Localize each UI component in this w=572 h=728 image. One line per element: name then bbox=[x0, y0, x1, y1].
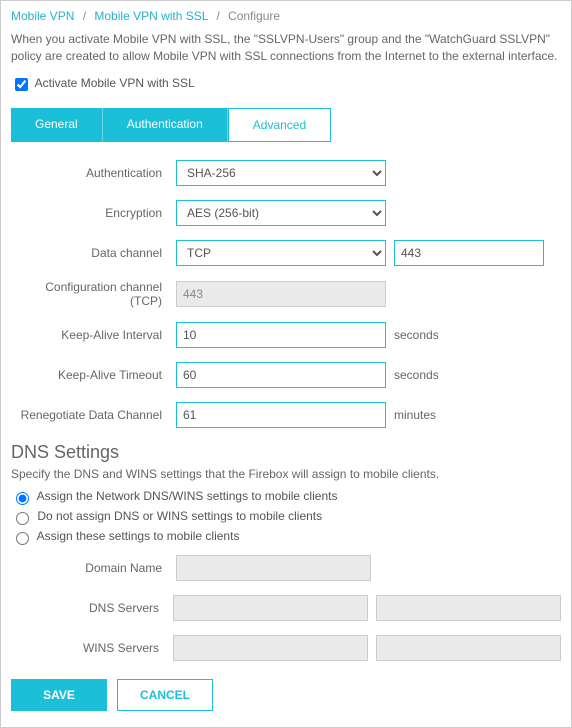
label-domain-name: Domain Name bbox=[11, 561, 176, 575]
activate-checkbox[interactable] bbox=[15, 78, 28, 91]
label-keep-alive-interval: Keep-Alive Interval bbox=[11, 328, 176, 342]
input-renegotiate[interactable] bbox=[176, 402, 386, 428]
suffix-minutes: minutes bbox=[394, 408, 436, 422]
label-data-channel: Data channel bbox=[11, 246, 176, 260]
dns-radio-1-label[interactable]: Assign the Network DNS/WINS settings to … bbox=[11, 489, 337, 503]
dns-section-sub: Specify the DNS and WINS settings that t… bbox=[11, 467, 561, 481]
label-renegotiate: Renegotiate Data Channel bbox=[11, 408, 176, 422]
tab-authentication[interactable]: Authentication bbox=[103, 108, 228, 142]
dns-radio-1[interactable] bbox=[16, 492, 29, 505]
cancel-button[interactable]: CANCEL bbox=[117, 679, 213, 711]
input-domain-name bbox=[176, 555, 371, 581]
input-wins-server-2 bbox=[376, 635, 561, 661]
breadcrumb-current: Configure bbox=[228, 9, 280, 23]
activate-label-text: Activate Mobile VPN with SSL bbox=[35, 76, 195, 90]
label-config-channel: Configuration channel (TCP) bbox=[11, 280, 176, 308]
save-button[interactable]: SAVE bbox=[11, 679, 107, 711]
label-dns-servers: DNS Servers bbox=[11, 601, 173, 615]
label-encryption: Encryption bbox=[11, 206, 176, 220]
input-config-channel-port bbox=[176, 281, 386, 307]
input-keep-alive-interval[interactable] bbox=[176, 322, 386, 348]
label-authentication: Authentication bbox=[11, 166, 176, 180]
select-authentication[interactable]: SHA-256 bbox=[176, 160, 386, 186]
breadcrumb-link-1[interactable]: Mobile VPN bbox=[11, 9, 74, 23]
dns-radio-2[interactable] bbox=[16, 512, 29, 525]
activate-checkbox-label[interactable]: Activate Mobile VPN with SSL bbox=[11, 76, 195, 90]
dns-radio-3[interactable] bbox=[16, 532, 29, 545]
breadcrumb: Mobile VPN / Mobile VPN with SSL / Confi… bbox=[11, 9, 561, 23]
tab-advanced[interactable]: Advanced bbox=[228, 108, 331, 142]
tab-general[interactable]: General bbox=[11, 108, 103, 142]
select-data-channel-proto[interactable]: TCP bbox=[176, 240, 386, 266]
select-encryption[interactable]: AES (256-bit) bbox=[176, 200, 386, 226]
input-data-channel-port[interactable] bbox=[394, 240, 544, 266]
suffix-seconds: seconds bbox=[394, 368, 439, 382]
breadcrumb-link-2[interactable]: Mobile VPN with SSL bbox=[94, 9, 208, 23]
dns-radio-2-label[interactable]: Do not assign DNS or WINS settings to mo… bbox=[11, 509, 322, 523]
dns-radio-3-text: Assign these settings to mobile clients bbox=[37, 529, 240, 543]
label-wins-servers: WINS Servers bbox=[11, 641, 173, 655]
input-keep-alive-timeout[interactable] bbox=[176, 362, 386, 388]
dns-radio-2-text: Do not assign DNS or WINS settings to mo… bbox=[37, 509, 322, 523]
intro-text: When you activate Mobile VPN with SSL, t… bbox=[11, 31, 561, 65]
breadcrumb-sep: / bbox=[216, 9, 219, 23]
tab-bar: General Authentication Advanced bbox=[11, 108, 561, 142]
label-keep-alive-timeout: Keep-Alive Timeout bbox=[11, 368, 176, 382]
dns-radio-1-text: Assign the Network DNS/WINS settings to … bbox=[37, 489, 338, 503]
input-dns-server-2 bbox=[376, 595, 561, 621]
config-page: Mobile VPN / Mobile VPN with SSL / Confi… bbox=[0, 0, 572, 728]
breadcrumb-sep: / bbox=[83, 9, 86, 23]
dns-radio-3-label[interactable]: Assign these settings to mobile clients bbox=[11, 529, 239, 543]
suffix-seconds: seconds bbox=[394, 328, 439, 342]
input-wins-server-1 bbox=[173, 635, 368, 661]
input-dns-server-1 bbox=[173, 595, 368, 621]
dns-section-title: DNS Settings bbox=[11, 442, 561, 463]
